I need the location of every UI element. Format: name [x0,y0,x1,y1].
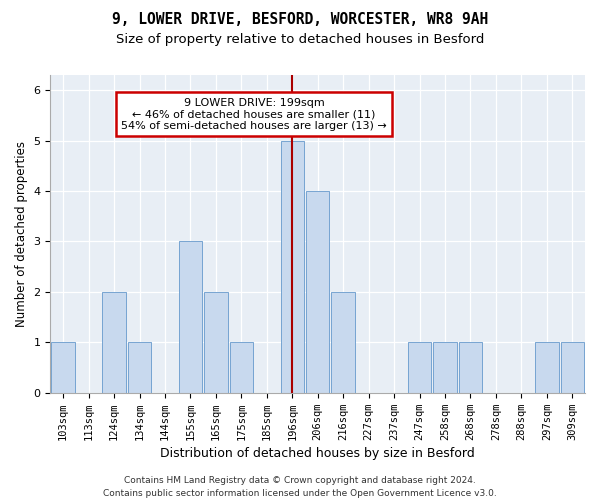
Bar [331,292,355,393]
Bar [230,342,253,393]
Text: Contains HM Land Registry data © Crown copyright and database right 2024.
Contai: Contains HM Land Registry data © Crown c… [103,476,497,498]
Bar [459,342,482,393]
Text: 9, LOWER DRIVE, BESFORD, WORCESTER, WR8 9AH: 9, LOWER DRIVE, BESFORD, WORCESTER, WR8 … [112,12,488,28]
Bar [204,292,227,393]
Bar [128,342,151,393]
Text: Size of property relative to detached houses in Besford: Size of property relative to detached ho… [116,32,484,46]
Bar [281,140,304,393]
Bar [535,342,559,393]
Bar [103,292,126,393]
X-axis label: Distribution of detached houses by size in Besford: Distribution of detached houses by size … [160,447,475,460]
Bar [408,342,431,393]
Y-axis label: Number of detached properties: Number of detached properties [15,141,28,327]
Bar [560,342,584,393]
Bar [179,242,202,393]
Bar [433,342,457,393]
Text: 9 LOWER DRIVE: 199sqm
← 46% of detached houses are smaller (11)
54% of semi-deta: 9 LOWER DRIVE: 199sqm ← 46% of detached … [121,98,387,131]
Bar [306,191,329,393]
Bar [52,342,75,393]
